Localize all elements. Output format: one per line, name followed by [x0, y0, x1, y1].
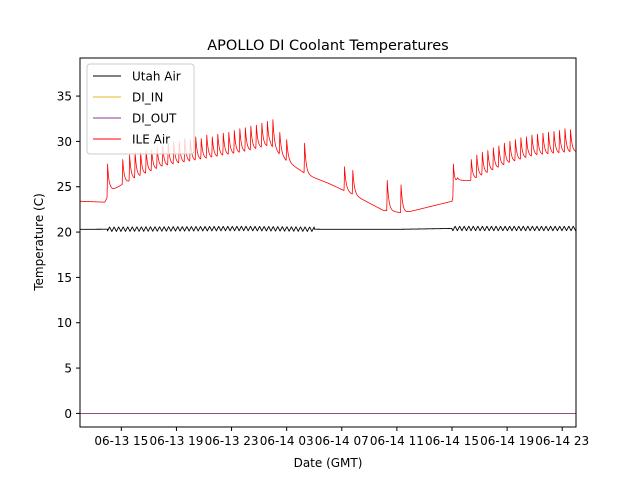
x-tick-label: 06-14 23	[535, 434, 589, 448]
x-axis-label: Date (GMT)	[294, 456, 363, 470]
y-tick-label: 10	[57, 316, 72, 330]
legend-label: DI_OUT	[132, 112, 177, 126]
y-axis-label: Temperature (C)	[32, 193, 46, 292]
y-tick-label: 20	[57, 226, 72, 240]
legend-label: DI_IN	[132, 91, 163, 105]
x-tick-label: 06-14 07	[315, 434, 369, 448]
legend-box	[86, 63, 195, 155]
y-axis: 0 5 10 15 20 25 30 35	[57, 90, 80, 421]
y-tick-label: 30	[57, 135, 72, 149]
legend-label: ILE Air	[132, 133, 170, 147]
y-tick-label: 5	[64, 362, 72, 376]
legend-label: Utah Air	[132, 70, 181, 84]
x-tick-label: 06-14 03	[260, 434, 314, 448]
y-tick-label: 25	[57, 180, 72, 194]
axes-frame	[79, 57, 577, 428]
legend: Utah Air DI_IN DI_OUT ILE Air	[86, 63, 195, 155]
x-axis: 06-13 15 06-13 19 06-13 23 06-14 03 06-14 07…	[94, 427, 589, 448]
y-tick-label: 0	[64, 407, 72, 421]
x-tick-label: 06-14 11	[370, 434, 424, 448]
x-tick-label: 06-14 15	[425, 434, 479, 448]
x-tick-label: 06-14 19	[480, 434, 534, 448]
series-line-utah-air	[79, 225, 577, 232]
y-tick-label: 35	[57, 90, 72, 104]
x-tick-label: 06-13 23	[205, 434, 259, 448]
y-tick-label: 15	[57, 271, 72, 285]
x-tick-label: 06-13 19	[149, 434, 203, 448]
x-tick-label: 06-13 15	[94, 434, 148, 448]
chart-title: APOLLO DI Coolant Temperatures	[207, 38, 448, 54]
